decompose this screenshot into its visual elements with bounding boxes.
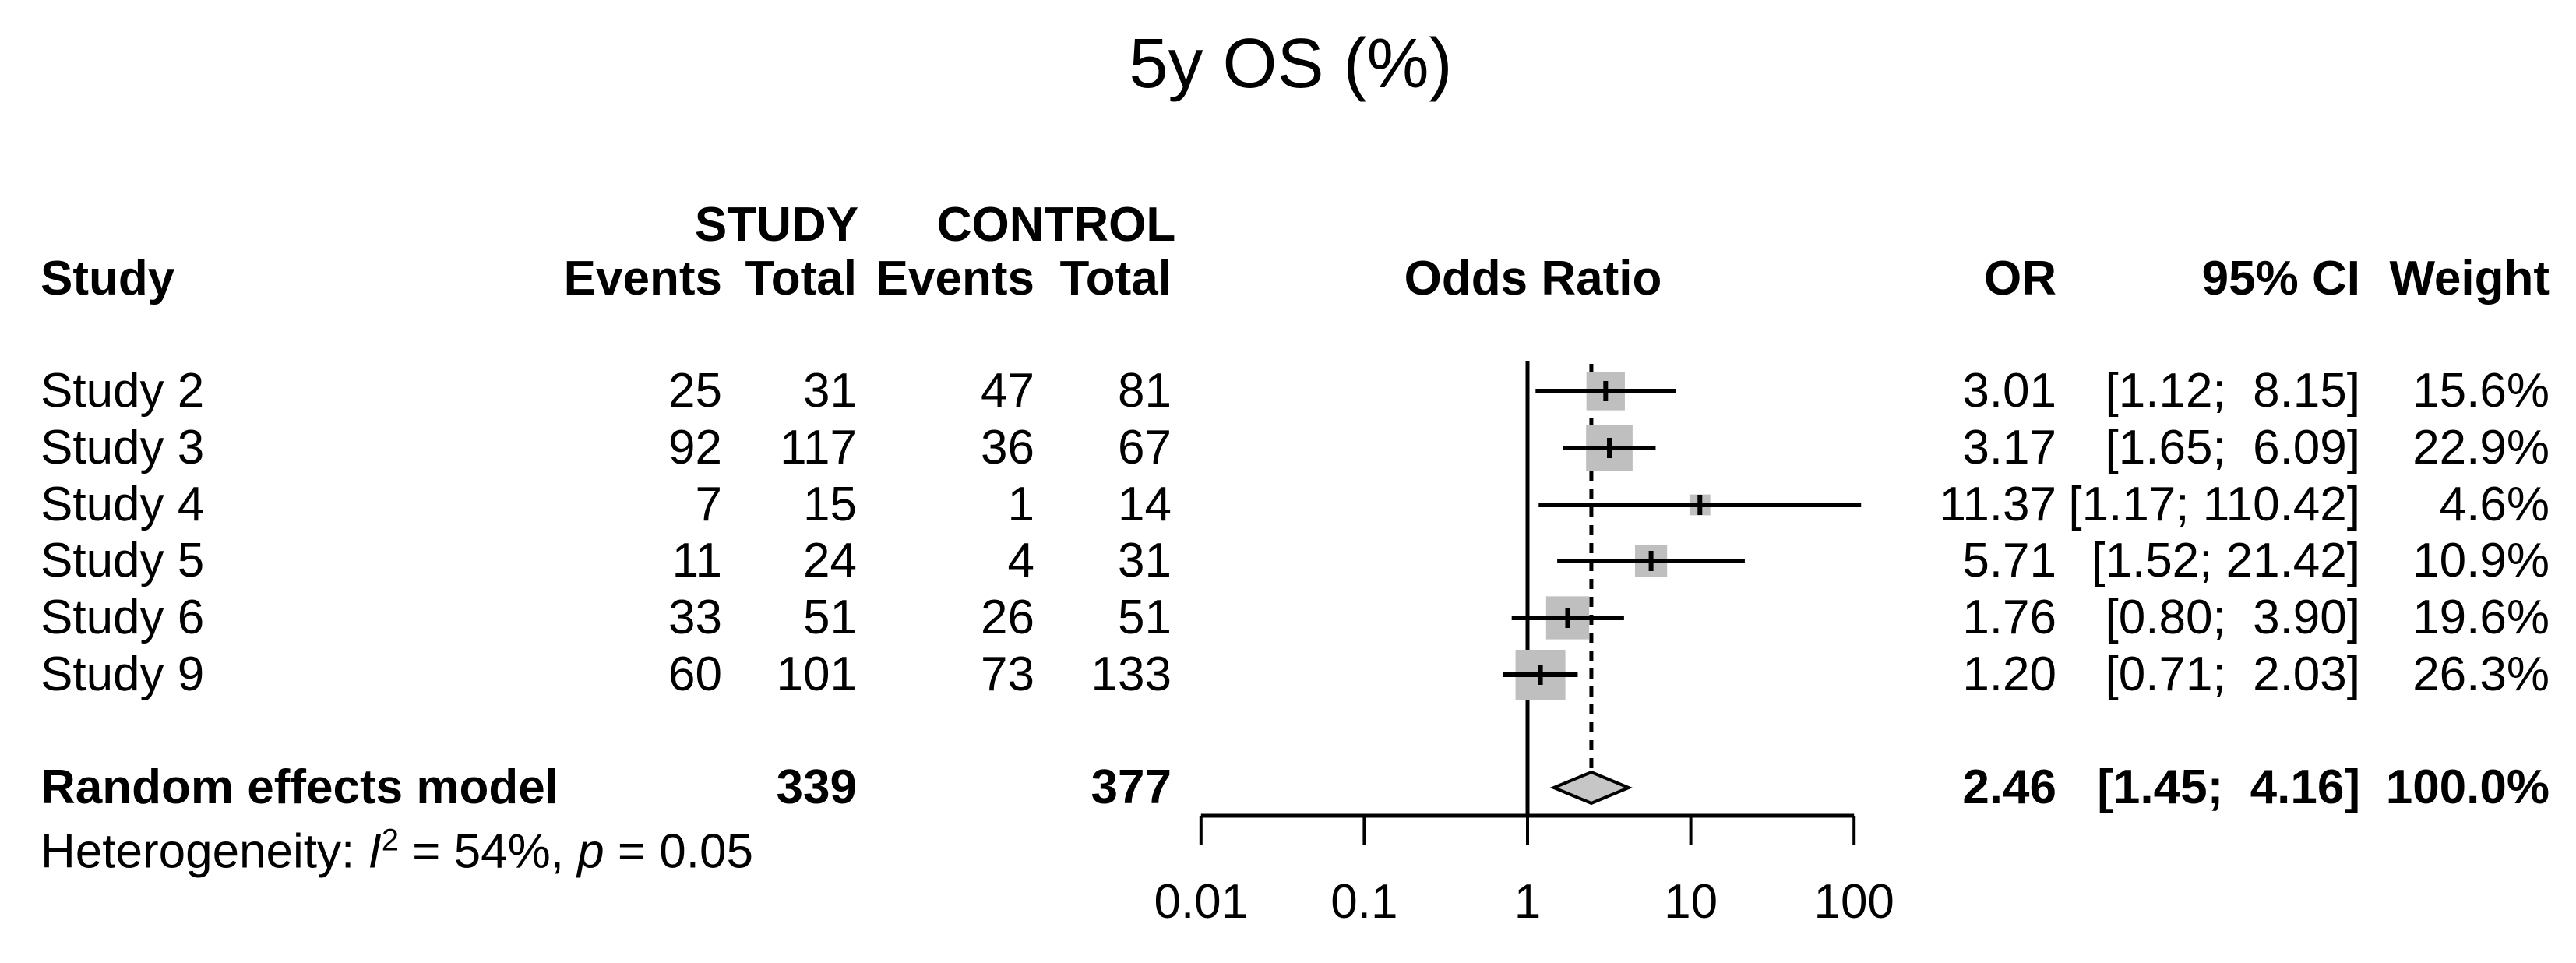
study-label: Study 2 — [41, 364, 205, 418]
study-events-cell: 7 — [695, 478, 722, 531]
weight-cell: 15.6% — [2412, 364, 2550, 418]
i-squared-symbol: I — [368, 824, 382, 879]
ci-cell: [1.52; 21.42] — [2091, 534, 2360, 587]
ci-cell: [1.17; 110.42] — [2068, 478, 2360, 531]
column-header-events-study: Events — [563, 252, 722, 305]
point-estimate-tick — [1538, 665, 1543, 685]
weight-cell: 26.3% — [2412, 647, 2550, 701]
study-events-cell: 25 — [668, 364, 722, 418]
point-estimate-tick — [1603, 381, 1609, 401]
summary-or: 2.46 — [1962, 760, 2056, 814]
study-total-cell: 101 — [776, 647, 857, 701]
axis-tick-label: 10 — [1664, 875, 1718, 929]
study-events-cell: 60 — [668, 647, 722, 701]
point-estimate-tick — [1697, 495, 1703, 515]
axis-tick-label: 100 — [1813, 875, 1894, 929]
or-cell: 1.76 — [1962, 591, 2056, 644]
summary-study-total: 339 — [776, 760, 857, 814]
axis-tick-label: 1 — [1514, 875, 1542, 929]
group-header-study: STUDY — [694, 198, 859, 252]
study-events-cell: 92 — [668, 421, 722, 474]
heterogeneity-note: Heterogeneity: I2 = 54%, p = 0.05 — [41, 823, 753, 879]
study-label: Study 6 — [41, 591, 205, 644]
or-cell: 5.71 — [1962, 534, 2056, 587]
study-total-cell: 24 — [803, 534, 857, 587]
ci-cell: [1.12; 8.15] — [2105, 364, 2360, 418]
control-events-cell: 1 — [1007, 478, 1034, 531]
control-events-cell: 26 — [981, 591, 1034, 644]
axis-tick-label: 0.01 — [1154, 875, 1249, 929]
control-total-cell: 67 — [1118, 421, 1172, 474]
summary-weight: 100.0% — [2385, 760, 2550, 814]
p-symbol: p — [577, 824, 604, 879]
study-label: Study 4 — [41, 478, 205, 531]
summary-diamond — [1549, 770, 1633, 806]
study-total-cell: 31 — [803, 364, 857, 418]
axis-tick-label: 0.1 — [1330, 875, 1398, 929]
column-header-events-control: Events — [876, 252, 1034, 305]
study-label: Study 3 — [41, 421, 205, 474]
study-label: Study 9 — [41, 647, 205, 701]
control-events-cell: 4 — [1007, 534, 1034, 587]
study-events-cell: 11 — [671, 534, 722, 587]
or-cell: 1.20 — [1962, 647, 2056, 701]
ci-cell: [1.65; 6.09] — [2105, 421, 2360, 474]
or-cell: 11.37 — [1939, 478, 2056, 531]
study-total-cell: 117 — [780, 421, 857, 474]
study-total-cell: 15 — [803, 478, 857, 531]
column-header-odds-ratio: Odds Ratio — [1404, 252, 1662, 305]
study-total-cell: 51 — [803, 591, 857, 644]
weight-cell: 22.9% — [2412, 421, 2550, 474]
column-header-or: OR — [1984, 252, 2056, 305]
study-events-cell: 33 — [668, 591, 722, 644]
column-header-ci: 95% CI — [2201, 252, 2360, 305]
summary-label: Random effects model — [41, 760, 559, 814]
column-header-weight: Weight — [2389, 252, 2550, 305]
control-total-cell: 14 — [1118, 478, 1172, 531]
or-cell: 3.01 — [1962, 364, 2056, 418]
chart-title: 5y OS (%) — [1129, 25, 1453, 103]
or-cell: 3.17 — [1962, 421, 2056, 474]
control-total-cell: 31 — [1118, 534, 1172, 587]
control-total-cell: 81 — [1118, 364, 1172, 418]
control-total-cell: 51 — [1118, 591, 1172, 644]
group-header-control: CONTROL — [936, 198, 1176, 252]
control-total-cell: 133 — [1091, 647, 1172, 701]
study-label: Study 5 — [41, 534, 205, 587]
point-estimate-tick — [1565, 608, 1570, 628]
control-events-cell: 36 — [981, 421, 1034, 474]
weight-cell: 10.9% — [2412, 534, 2550, 587]
ci-cell: [0.71; 2.03] — [2105, 647, 2360, 701]
ci-cell: [0.80; 3.90] — [2105, 591, 2360, 644]
control-events-cell: 73 — [981, 647, 1034, 701]
point-estimate-tick — [1607, 438, 1612, 458]
control-events-cell: 47 — [981, 364, 1034, 418]
column-header-total-control: Total — [1059, 252, 1172, 305]
summary-control-total: 377 — [1091, 760, 1172, 814]
column-header-study: Study — [41, 252, 175, 305]
weight-cell: 19.6% — [2412, 591, 2550, 644]
weight-cell: 4.6% — [2439, 478, 2550, 531]
summary-ci: [1.45; 4.16] — [2097, 760, 2360, 814]
column-header-total-study: Total — [745, 252, 858, 305]
point-estimate-tick — [1648, 551, 1654, 571]
